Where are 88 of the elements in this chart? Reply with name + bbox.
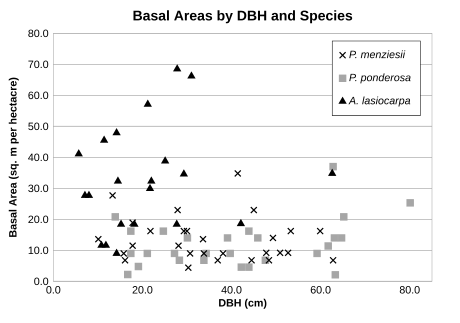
y-tick-label: 80.0	[28, 30, 48, 38]
point	[117, 220, 126, 227]
point	[112, 213, 119, 221]
point	[330, 234, 338, 242]
point	[245, 228, 253, 236]
point	[324, 242, 332, 250]
point	[184, 264, 192, 272]
point	[180, 228, 188, 235]
point	[332, 271, 340, 279]
x-tick-label: 60.0	[310, 286, 331, 294]
point	[236, 219, 245, 226]
point	[248, 256, 256, 264]
point	[85, 191, 93, 198]
y-tick-label: 20.0	[28, 216, 48, 224]
point	[219, 250, 227, 258]
point	[121, 256, 129, 264]
point	[108, 192, 116, 200]
point	[214, 256, 222, 264]
point	[200, 256, 208, 264]
point	[328, 169, 336, 176]
point	[144, 100, 152, 107]
point	[127, 250, 135, 258]
point	[147, 176, 156, 184]
point	[146, 228, 154, 235]
point	[287, 228, 294, 235]
point	[124, 270, 132, 278]
point	[262, 249, 270, 257]
y-tick-label: 70.0	[28, 60, 48, 68]
point	[254, 234, 262, 242]
point	[146, 184, 154, 192]
point	[329, 256, 337, 264]
point	[160, 228, 168, 236]
point	[161, 156, 170, 164]
point	[176, 256, 184, 264]
point	[172, 220, 181, 227]
point	[112, 128, 121, 136]
point	[187, 72, 196, 79]
y-tick-label: 60.0	[28, 92, 48, 100]
point	[269, 234, 277, 242]
point	[226, 250, 234, 258]
point	[180, 170, 188, 177]
point	[199, 236, 207, 243]
point	[406, 199, 414, 207]
x-tick-label: 80.0	[400, 286, 420, 294]
y-axis-title: Basal Area (sq. m per hectacre)	[8, 78, 19, 238]
y-tick-label: 50.0	[28, 122, 48, 130]
y-tick-label: 10.0	[28, 246, 48, 254]
point	[129, 242, 136, 250]
point	[74, 150, 83, 156]
point	[250, 206, 258, 214]
point	[170, 250, 178, 258]
point	[186, 250, 194, 258]
point	[112, 249, 121, 256]
point	[173, 64, 182, 72]
point	[184, 234, 192, 242]
point	[265, 256, 273, 264]
point	[120, 250, 128, 258]
point	[174, 242, 182, 250]
point	[134, 262, 142, 270]
point	[94, 236, 102, 243]
point	[316, 228, 324, 235]
point	[340, 213, 348, 221]
legend-label: P. ponderosa	[349, 74, 411, 84]
x-axis-title: DBH (cm)	[219, 298, 266, 309]
y-tick-label: 30.0	[28, 184, 48, 192]
point	[144, 250, 152, 258]
legend-label: P. menziesii	[349, 50, 406, 58]
point	[238, 263, 246, 271]
point	[329, 163, 337, 171]
point	[224, 234, 232, 242]
x-tick-label: 40.0	[221, 286, 242, 294]
point	[183, 228, 191, 235]
point	[129, 219, 136, 227]
point	[127, 228, 135, 236]
x-tick-label: 0.0	[46, 286, 60, 294]
point	[234, 170, 242, 178]
y-tick-label: 40.0	[28, 154, 48, 162]
point	[102, 241, 110, 248]
point	[100, 136, 108, 143]
point	[313, 250, 321, 258]
y-tick-label: 0.0	[34, 278, 48, 286]
legend-label: A. lasiocarpa	[348, 96, 410, 107]
point	[338, 234, 346, 242]
x-tick-label: 20.0	[132, 286, 152, 294]
chart-title: Basal Areas by DBH and Species	[134, 10, 352, 24]
point	[114, 176, 122, 184]
point	[245, 263, 253, 271]
point	[174, 206, 182, 214]
